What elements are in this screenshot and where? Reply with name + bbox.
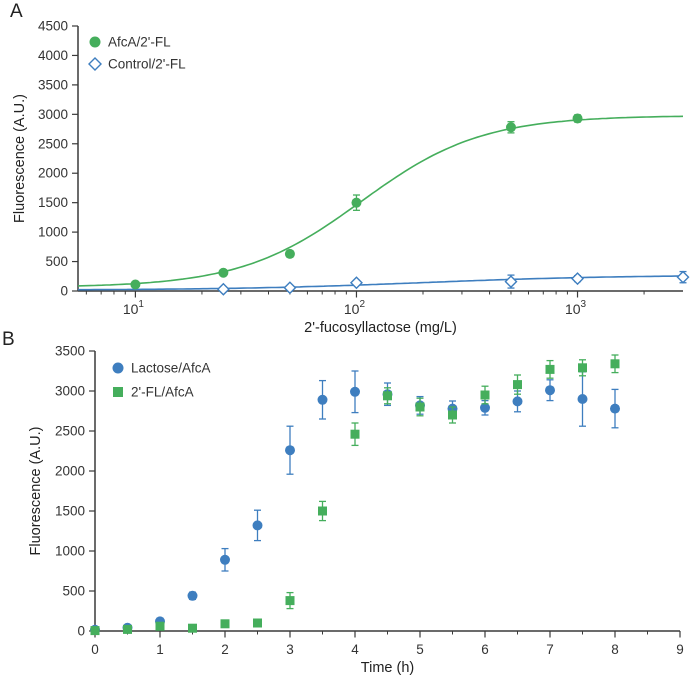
y-tick-label: 3000	[38, 107, 68, 122]
y-tick-label: 1500	[55, 504, 85, 519]
circle-marker-icon	[545, 385, 555, 396]
square-marker-icon	[415, 402, 425, 412]
y-tick-label: 2000	[55, 464, 85, 479]
circle-marker-icon	[220, 554, 230, 565]
circle-marker-icon	[512, 396, 523, 407]
circle-marker-icon	[610, 403, 620, 414]
y-axis-label: Fluorescence (A.U.)	[28, 427, 44, 556]
y-tick-label: 2500	[55, 424, 85, 439]
y-tick-label: 1000	[38, 225, 68, 240]
square-marker-icon	[578, 363, 587, 373]
circle-marker-icon	[252, 520, 263, 531]
square-marker-icon	[318, 506, 327, 516]
x-tick-label: 6	[481, 642, 489, 657]
panel-a-chart: 0 500 1000 1500 2000 2500 3000 3500 4000 4500 101 1…	[12, 19, 690, 335]
square-marker-icon	[220, 619, 230, 629]
circle-marker-icon	[480, 402, 490, 413]
diamond-open-marker-icon	[349, 276, 363, 290]
legend-label: Control/2'-FL	[108, 57, 186, 72]
circle-marker-icon	[284, 248, 295, 259]
y-tick-label: 3000	[55, 384, 85, 399]
x-axis-label: 2'-fucosyllactose (mg/L)	[304, 320, 457, 335]
y-tick-label: 2500	[38, 136, 68, 151]
diamond-open-marker-icon	[216, 282, 230, 296]
x-tick-label: 3	[286, 642, 294, 657]
circle-marker-icon	[317, 394, 328, 405]
x-tick-label: 0	[91, 642, 99, 657]
legend-label: AfcA/2'-FL	[108, 35, 171, 50]
circle-marker-icon	[350, 386, 360, 397]
panel-a-label: A	[10, 1, 23, 22]
square-marker-icon	[480, 390, 490, 400]
square-marker-icon	[513, 380, 522, 390]
diamond-open-marker-icon	[283, 281, 297, 295]
x-tick-label: 2	[221, 642, 229, 657]
y-tick-label: 500	[45, 254, 68, 269]
circle-marker-icon	[351, 197, 362, 208]
x-tick-label: 101	[123, 299, 145, 317]
axes: 0 500 1000 1500 2000 2500 3000 3500 4000 4500 101 1…	[38, 19, 683, 317]
x-tick-label: 7	[546, 642, 554, 657]
square-marker-icon	[155, 621, 165, 631]
circle-marker-icon	[577, 394, 588, 404]
circle-marker-icon	[218, 267, 229, 278]
diamond-open-marker-icon	[676, 270, 690, 284]
fit-curve	[78, 275, 684, 291]
legend: Lactose/AfcA 2'-FL/AfcA	[112, 361, 211, 400]
x-tick-label: 102	[344, 299, 366, 317]
circle-marker-icon	[112, 362, 124, 374]
x-tick-label: 103	[565, 299, 587, 317]
axes: 0 500 1000 1500 2000 2500 3000 3500 0 1 2 3 4 5 6 7 8 9	[55, 344, 684, 658]
circle-marker-icon	[89, 36, 101, 48]
square-marker-icon	[383, 391, 392, 401]
x-tick-label: 8	[611, 642, 619, 657]
x-tick-label: 9	[676, 642, 684, 657]
square-marker-icon	[113, 387, 123, 397]
square-marker-icon	[90, 626, 100, 636]
x-tick-label: 5	[416, 642, 424, 657]
y-tick-label: 0	[60, 284, 68, 299]
legend: AfcA/2'-FL Control/2'-FL	[88, 35, 186, 72]
square-marker-icon	[253, 618, 262, 628]
diamond-open-marker-icon	[88, 57, 102, 71]
diamond-open-marker-icon	[571, 272, 585, 286]
square-marker-icon	[350, 429, 360, 439]
y-tick-label: 2000	[38, 166, 68, 181]
y-tick-label: 3500	[55, 344, 85, 359]
y-tick-label: 4500	[38, 19, 68, 34]
circle-marker-icon	[187, 590, 198, 601]
circle-marker-icon	[505, 122, 516, 133]
square-marker-icon	[188, 623, 197, 633]
x-tick-label: 4	[351, 642, 359, 657]
diamond-open-marker-icon	[504, 275, 518, 289]
x-tick-label: 1	[156, 642, 164, 657]
series-2-fl-afca	[90, 354, 620, 636]
square-marker-icon	[285, 596, 295, 606]
panel-b-chart: 0 500 1000 1500 2000 2500 3000 3500 0 1 2 3 4 5 6 7 8 9 Ti…	[28, 344, 684, 677]
series-lactose-afca	[90, 370, 620, 635]
y-tick-label: 500	[62, 584, 85, 599]
panel-b-label: B	[2, 329, 15, 350]
legend-label: 2'-FL/AfcA	[131, 385, 194, 400]
y-axis-label: Fluorescence (A.U.)	[12, 94, 28, 223]
square-marker-icon	[448, 410, 457, 420]
fit-curve	[77, 115, 684, 287]
square-marker-icon	[610, 359, 620, 369]
y-tick-label: 1500	[38, 195, 68, 210]
y-tick-label: 1000	[55, 544, 85, 559]
series-control-2-fl	[216, 270, 690, 296]
square-marker-icon	[545, 364, 555, 374]
y-tick-label: 0	[77, 624, 85, 639]
x-axis-label: Time (h)	[361, 660, 414, 676]
circle-marker-icon	[572, 113, 583, 124]
circle-marker-icon	[285, 445, 295, 456]
y-tick-label: 3500	[38, 77, 68, 92]
square-marker-icon	[123, 624, 132, 634]
series-afca-2-fl	[130, 113, 583, 290]
circle-marker-icon	[130, 279, 141, 290]
y-tick-label: 4000	[38, 48, 68, 63]
legend-label: Lactose/AfcA	[131, 361, 211, 376]
